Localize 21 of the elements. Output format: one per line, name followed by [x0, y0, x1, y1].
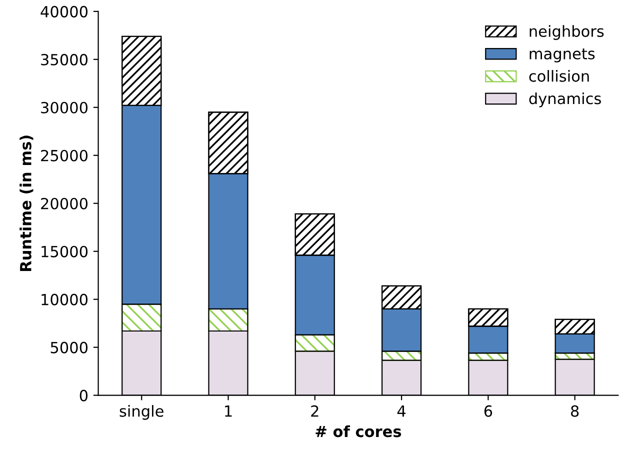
legend-label: neighbors	[530, 25, 604, 40]
x-tick-label: single	[120, 405, 164, 420]
y-tick-label: 0	[80, 390, 88, 402]
y-tick-label: 15000	[42, 246, 88, 258]
x-tick-label: 8	[571, 405, 579, 417]
y-axis-title: Runtime (in ms)	[20, 136, 34, 271]
y-tick-label: 5000	[50, 342, 88, 354]
y-tick-label: 20000	[41, 198, 88, 210]
legend-label: collision	[529, 70, 589, 82]
x-axis-title: # of cores	[316, 425, 402, 438]
y-tick-label: 10000	[42, 294, 88, 306]
y-tick-label: 30000	[41, 102, 88, 114]
y-tick-label: 25000	[41, 150, 88, 162]
x-tick-label: 6	[484, 405, 492, 417]
x-tick-label: 2	[311, 405, 318, 417]
legend-label: magnets	[530, 48, 595, 62]
x-tick-label: 1	[225, 405, 232, 417]
x-tick-label: 4	[397, 405, 406, 417]
y-tick-label: 35000	[41, 54, 88, 66]
y-tick-label: 40000	[40, 6, 88, 18]
legend-label: dynamics	[529, 92, 601, 108]
